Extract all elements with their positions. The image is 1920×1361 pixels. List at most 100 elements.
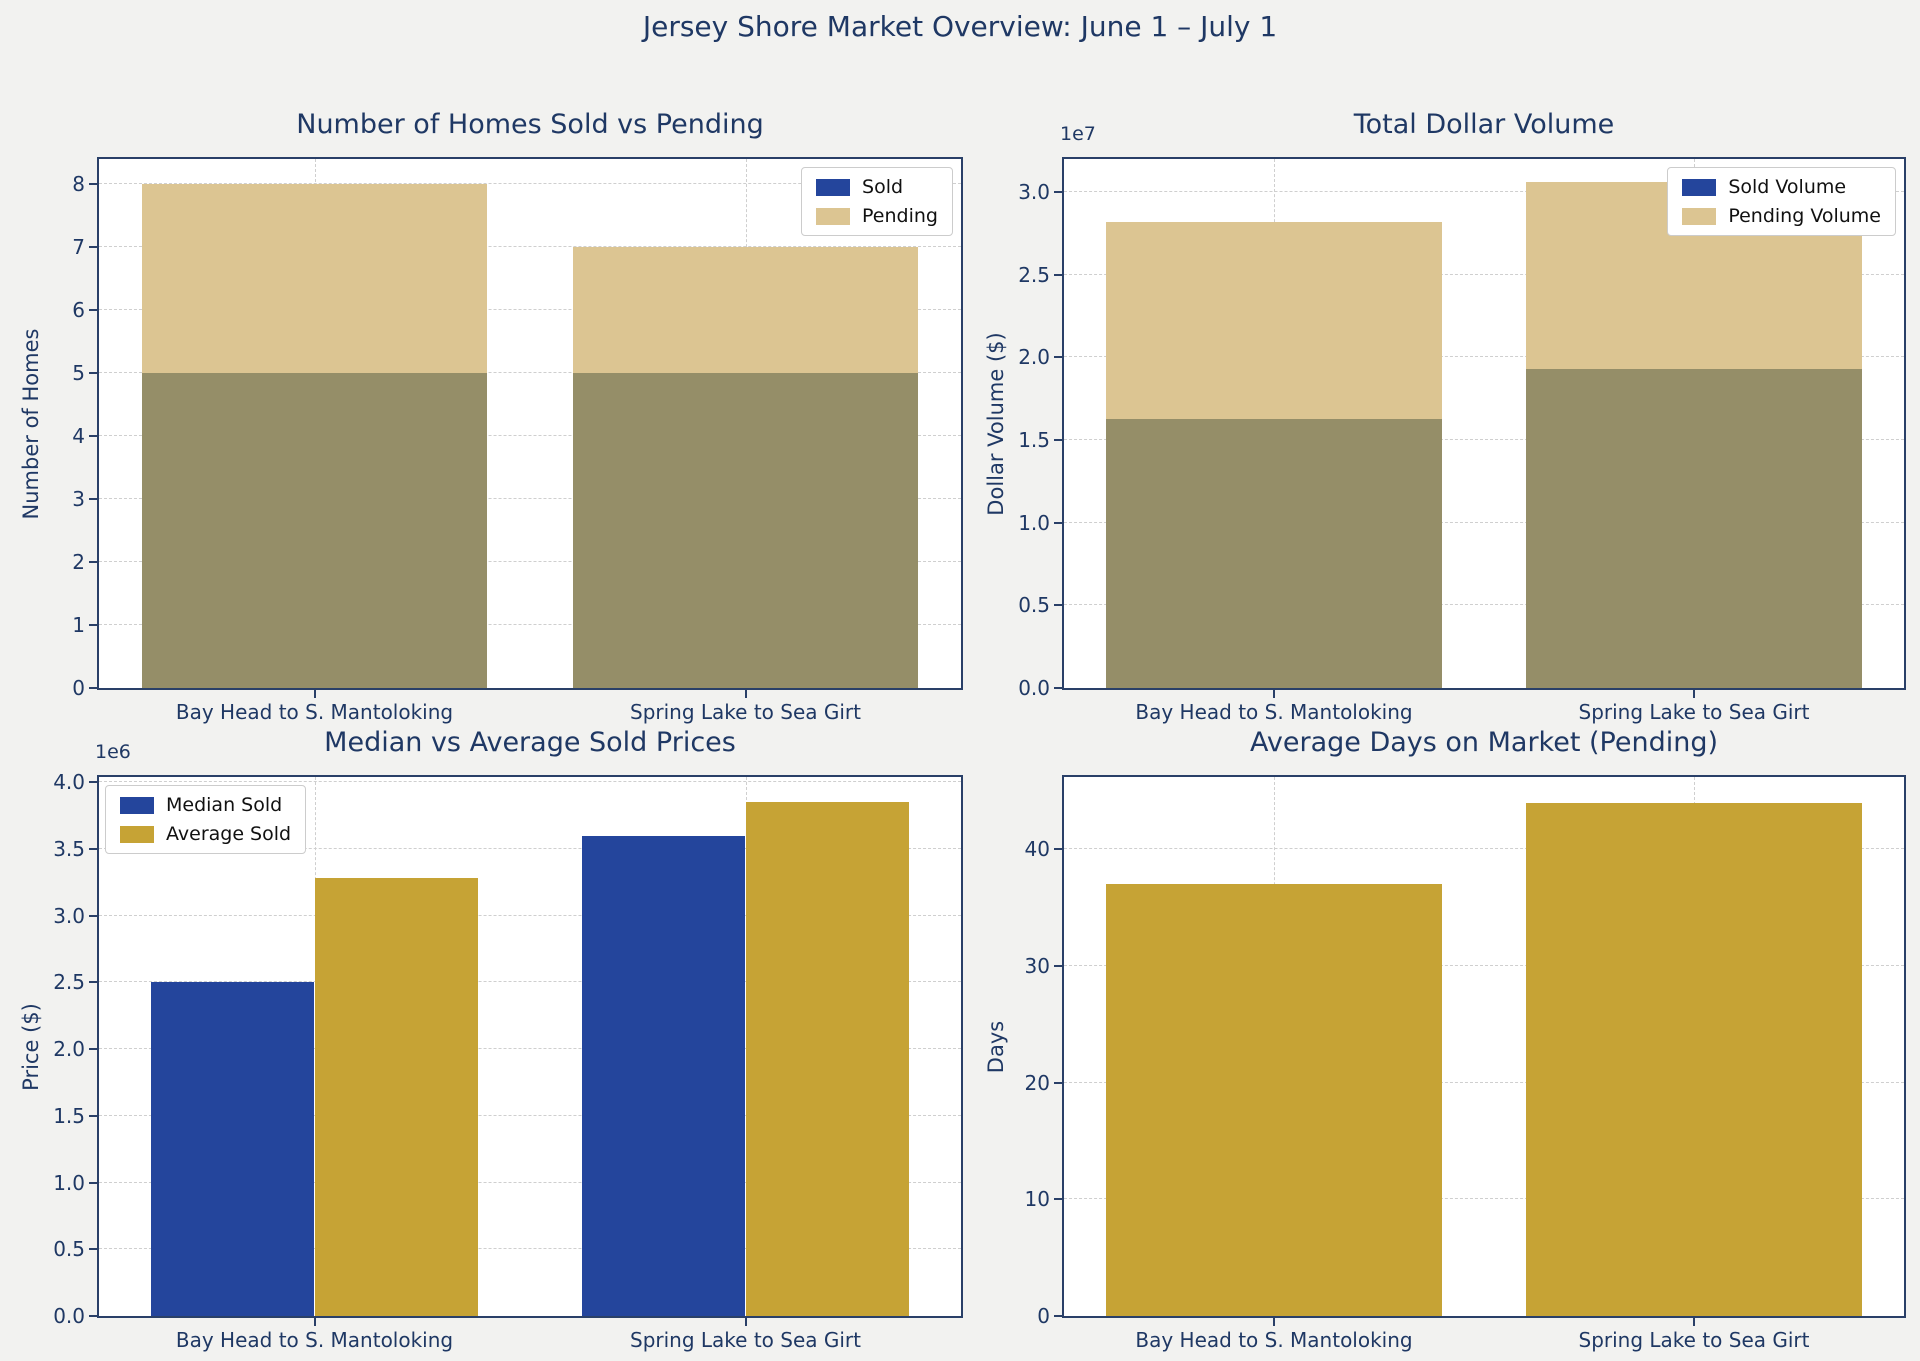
y-tick-mark xyxy=(89,1114,97,1117)
legend-entry-median-sold: Median Sold xyxy=(120,794,291,816)
x-tick-mark xyxy=(1693,690,1695,698)
y-tick-label: 2.5 xyxy=(53,970,85,995)
y-tick-label: 3 xyxy=(72,487,85,512)
bar-sold-volume xyxy=(1106,418,1442,688)
y-tick-label: 3.0 xyxy=(1018,180,1050,205)
gridline-horizontal xyxy=(99,1181,961,1183)
legend-label-average-sold: Average Sold xyxy=(166,823,292,845)
y-tick-mark xyxy=(1054,687,1062,689)
gridline-horizontal xyxy=(1064,356,1904,358)
gridline-horizontal xyxy=(99,183,961,185)
y-tick-label: 30 xyxy=(1024,954,1050,978)
x-tick-mark xyxy=(1273,1318,1275,1326)
figure-title: Jersey Shore Market Overview: June 1 – J… xyxy=(642,10,1278,43)
x-tick-mark xyxy=(744,1318,747,1326)
x-tick-mark xyxy=(744,690,747,698)
bar-average-days-on-market xyxy=(1526,802,1862,1316)
y-axis-offset-text: 1e7 xyxy=(1060,123,1096,145)
chart-number-of-homes-sold-vs-pending: Number of Homes Sold vs Pending Number o… xyxy=(19,109,963,724)
gridline-horizontal xyxy=(99,624,961,626)
gridline-horizontal xyxy=(99,561,961,563)
y-tick-label: 1.0 xyxy=(53,1170,85,1195)
y-tick-label: 0 xyxy=(1037,1304,1050,1328)
x-tick-label-bay-head-to-s-mantoloking: Bay Head to S. Mantoloking xyxy=(175,700,454,724)
chart-average-days-on-market-pending: Average Days on Market (Pending) Days 0 1… xyxy=(984,727,1906,1352)
y-tick-mark xyxy=(89,781,97,784)
legend-label-pending: Pending xyxy=(862,205,938,227)
y-tick-mark xyxy=(1054,439,1062,442)
y-tick-label: 7 xyxy=(72,235,85,260)
y-tick-mark xyxy=(89,372,97,375)
x-tick-label-spring-lake-to-sea-girt: Spring Lake to Sea Girt xyxy=(630,700,861,724)
y-tick-mark xyxy=(1054,1198,1062,1201)
legend-entry-pending-volume: Pending Volume xyxy=(1682,205,1881,227)
gridline-horizontal xyxy=(1064,1198,1904,1200)
y-tick-mark xyxy=(89,687,97,689)
gridline-horizontal xyxy=(99,372,961,374)
y-tick-mark xyxy=(1054,604,1062,607)
y-tick-mark xyxy=(1054,273,1062,276)
y-axis-offset-text: 1e6 xyxy=(95,741,131,763)
gridline-horizontal xyxy=(1064,965,1904,966)
y-axis-label: Number of Homes xyxy=(19,328,43,519)
chart-title: Number of Homes Sold vs Pending xyxy=(296,109,764,140)
y-tick-mark xyxy=(89,1315,97,1317)
legend-label-median-sold: Median Sold xyxy=(166,794,283,816)
x-tick-label-bay-head-to-s-mantoloking: Bay Head to S. Mantoloking xyxy=(175,1328,454,1352)
chart-median-vs-average-sold-prices: Median vs Average Sold Prices 1e6 Price … xyxy=(19,727,963,1352)
y-tick-mark xyxy=(1054,356,1062,359)
y-tick-mark xyxy=(89,914,97,917)
y-tick-label: 5 xyxy=(72,361,85,386)
gridline-horizontal xyxy=(99,1048,961,1050)
gridline-horizontal xyxy=(99,848,961,850)
y-tick-label: 2.5 xyxy=(1018,262,1050,287)
legend-swatch-average-sold xyxy=(120,825,154,843)
y-tick-label: 2.0 xyxy=(53,1037,85,1062)
y-tick-label: 0.5 xyxy=(53,1237,85,1262)
y-tick-label: 20 xyxy=(1024,1070,1050,1095)
chart-title: Average Days on Market (Pending) xyxy=(1249,727,1719,758)
y-tick-label: 10 xyxy=(1024,1187,1050,1212)
gridline-horizontal xyxy=(1064,273,1904,275)
y-axis-label: Dollar Volume ($) xyxy=(984,331,1008,516)
y-tick-mark xyxy=(89,848,97,851)
y-tick-label: 1.5 xyxy=(53,1103,85,1128)
gridline-horizontal xyxy=(99,1114,961,1116)
gridline-horizontal xyxy=(1064,521,1904,523)
y-tick-mark xyxy=(89,435,97,438)
legend-label-pending-volume: Pending Volume xyxy=(1728,205,1881,227)
y-tick-label: 1.5 xyxy=(1018,428,1050,453)
gridline-horizontal xyxy=(99,914,961,916)
bar-average-days-on-market xyxy=(1106,884,1442,1316)
bar-median-sold xyxy=(581,835,746,1316)
gridline-horizontal xyxy=(99,309,961,311)
bar-average-sold xyxy=(745,802,910,1316)
y-tick-mark xyxy=(1054,848,1062,851)
y-tick-mark xyxy=(89,498,97,501)
legend-entry-pending: Pending xyxy=(816,205,938,227)
gridline-horizontal xyxy=(99,1248,961,1250)
legend: Sold Pending xyxy=(801,167,953,236)
y-tick-mark xyxy=(89,183,97,186)
y-tick-label: 0.0 xyxy=(1018,676,1050,700)
chart-title: Total Dollar Volume xyxy=(1353,109,1615,140)
y-tick-mark xyxy=(1054,521,1062,524)
legend-swatch-median-sold xyxy=(120,796,154,814)
y-axis-label: Days xyxy=(984,1020,1008,1073)
gridline-horizontal xyxy=(99,435,961,437)
y-tick-label: 40 xyxy=(1024,837,1050,862)
y-tick-mark xyxy=(89,561,97,564)
chart-title: Median vs Average Sold Prices xyxy=(324,727,736,758)
gridline-horizontal xyxy=(1064,191,1904,193)
y-tick-mark xyxy=(89,246,97,249)
gridline-horizontal xyxy=(99,498,961,500)
y-tick-mark xyxy=(89,309,97,312)
y-tick-mark xyxy=(89,1248,97,1251)
y-tick-label: 0.5 xyxy=(1018,593,1050,618)
y-tick-label: 4 xyxy=(72,424,85,449)
legend-swatch-sold xyxy=(816,178,851,196)
legend-swatch-sold-volume xyxy=(1682,178,1717,196)
y-tick-mark xyxy=(1054,191,1062,194)
gridline-horizontal xyxy=(99,781,961,783)
y-tick-label: 3.0 xyxy=(53,903,85,928)
